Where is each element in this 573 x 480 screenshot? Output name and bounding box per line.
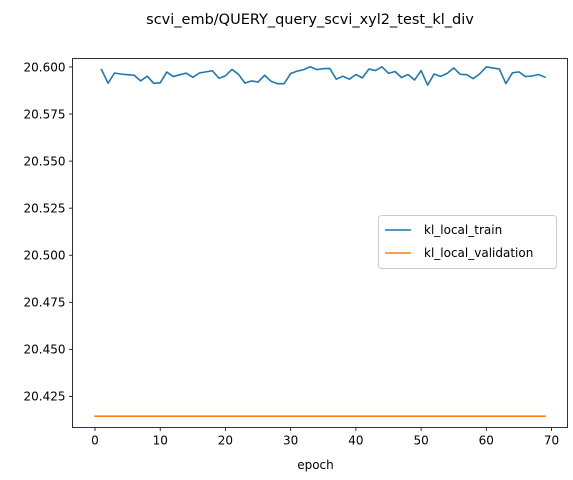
data-point-kl-local-train [231,69,233,71]
y-tick-label: 20.450 [24,343,66,357]
data-point-kl-local-train [296,70,298,72]
data-point-kl-local-train [362,77,364,79]
data-point-kl-local-train [107,82,109,84]
data-point-kl-local-train [179,74,181,76]
data-point-kl-local-train [544,76,546,78]
data-point-kl-local-train [407,74,409,76]
x-tick-label: 70 [544,434,559,448]
data-point-kl-local-train [388,73,390,75]
data-point-kl-local-train [257,81,259,83]
data-point-kl-local-train [251,80,253,82]
data-point-kl-local-train [394,71,396,73]
y-tick-label: 20.525 [24,201,66,215]
y-axis-ticks: 20.425 20.450 20.475 20.500 20.525 20.550 20.5… [24,60,73,404]
data-point-kl-local-train [303,69,305,71]
y-tick-label: 20.575 [24,107,66,121]
data-point-kl-local-train [433,73,435,75]
data-point-kl-local-train [499,68,501,70]
data-point-kl-local-train [472,78,474,80]
x-tick-label: 30 [283,434,298,448]
x-tick-label: 20 [218,434,233,448]
data-point-kl-local-train [270,80,272,82]
data-point-kl-local-train [368,68,370,70]
data-point-kl-local-train [277,83,279,85]
data-point-kl-local-train [492,67,494,69]
plot-frame [72,58,568,428]
x-tick-label: 40 [348,434,363,448]
data-point-kl-local-train [172,76,174,78]
data-point-kl-local-train [238,74,240,76]
data-point-kl-local-train [420,70,422,72]
data-point-kl-local-train [218,77,220,79]
y-tick-label: 20.500 [24,249,66,263]
data-point-kl-local-train [414,79,416,81]
y-tick-label: 20.425 [24,390,66,404]
data-point-kl-local-train [309,66,311,68]
data-point-kl-local-train [453,67,455,69]
data-point-kl-local-train [336,78,338,80]
data-point-kl-local-train [505,83,507,85]
legend-label-kl-local-train: kl_local_train [424,223,502,237]
data-point-kl-local-train [316,69,318,71]
data-point-kl-local-train [159,82,161,84]
series-line-kl-local-train [100,65,547,86]
data-point-kl-local-train [381,66,383,68]
data-point-kl-local-train [186,72,188,74]
data-point-kl-local-train [264,74,266,76]
data-point-kl-local-validation [544,415,546,417]
x-tick-label: 50 [413,434,428,448]
data-point-kl-local-train [518,71,520,73]
data-point-kl-local-train [205,71,207,73]
data-point-kl-local-train [342,75,344,77]
data-point-kl-local-train [153,83,155,85]
data-point-kl-local-train [459,74,461,76]
data-point-kl-local-train [531,75,533,77]
data-point-kl-local-train [101,69,103,71]
data-point-kl-local-train [525,76,527,78]
y-tick-label: 20.550 [24,154,66,168]
data-point-kl-local-train [440,76,442,78]
data-point-kl-local-train [466,74,468,76]
y-tick-label: 20.475 [24,296,66,310]
data-point-kl-local-train [329,68,331,70]
x-axis-ticks: 0 10 20 30 40 50 60 70 [91,427,559,448]
data-point-kl-local-train [427,84,429,86]
data-point-kl-local-train [283,83,285,85]
series-layer [94,65,547,418]
data-point-kl-local-validation [94,415,96,417]
y-tick-label: 20.600 [24,60,66,74]
data-point-kl-local-train [140,80,142,82]
data-point-kl-local-train [512,72,514,74]
x-tick-label: 60 [479,434,494,448]
data-point-kl-local-train [114,72,116,74]
data-point-kl-local-train [199,72,201,74]
legend-label-kl-local-validation: kl_local_validation [424,246,533,260]
data-point-kl-local-train [486,66,488,68]
chart-title: scvi_emb/QUERY_query_scvi_xyl2_test_kl_d… [146,12,474,28]
data-point-kl-local-train [355,74,357,76]
x-tick-label: 0 [91,434,99,448]
data-point-kl-local-train [244,82,246,84]
data-point-kl-local-train [120,73,122,75]
data-point-kl-local-train [133,74,135,76]
data-point-kl-local-train [212,70,214,72]
data-point-kl-local-train [146,75,148,77]
x-tick-label: 10 [153,434,168,448]
x-axis-label: epoch [297,458,334,472]
data-point-kl-local-train [225,75,227,77]
data-point-kl-local-train [322,68,324,70]
data-point-kl-local-train [349,78,351,80]
data-point-kl-local-train [166,71,168,73]
data-point-kl-local-train [479,73,481,75]
data-point-kl-local-train [401,77,403,79]
data-point-kl-local-train [290,73,292,75]
data-point-kl-local-train [446,73,448,75]
data-point-kl-local-train [375,70,377,72]
legend: kl_local_train kl_local_validation [378,215,557,269]
data-point-kl-local-train [538,74,540,76]
data-point-kl-local-train [127,74,129,76]
data-point-kl-local-train [192,77,194,79]
legend-box [378,215,557,269]
